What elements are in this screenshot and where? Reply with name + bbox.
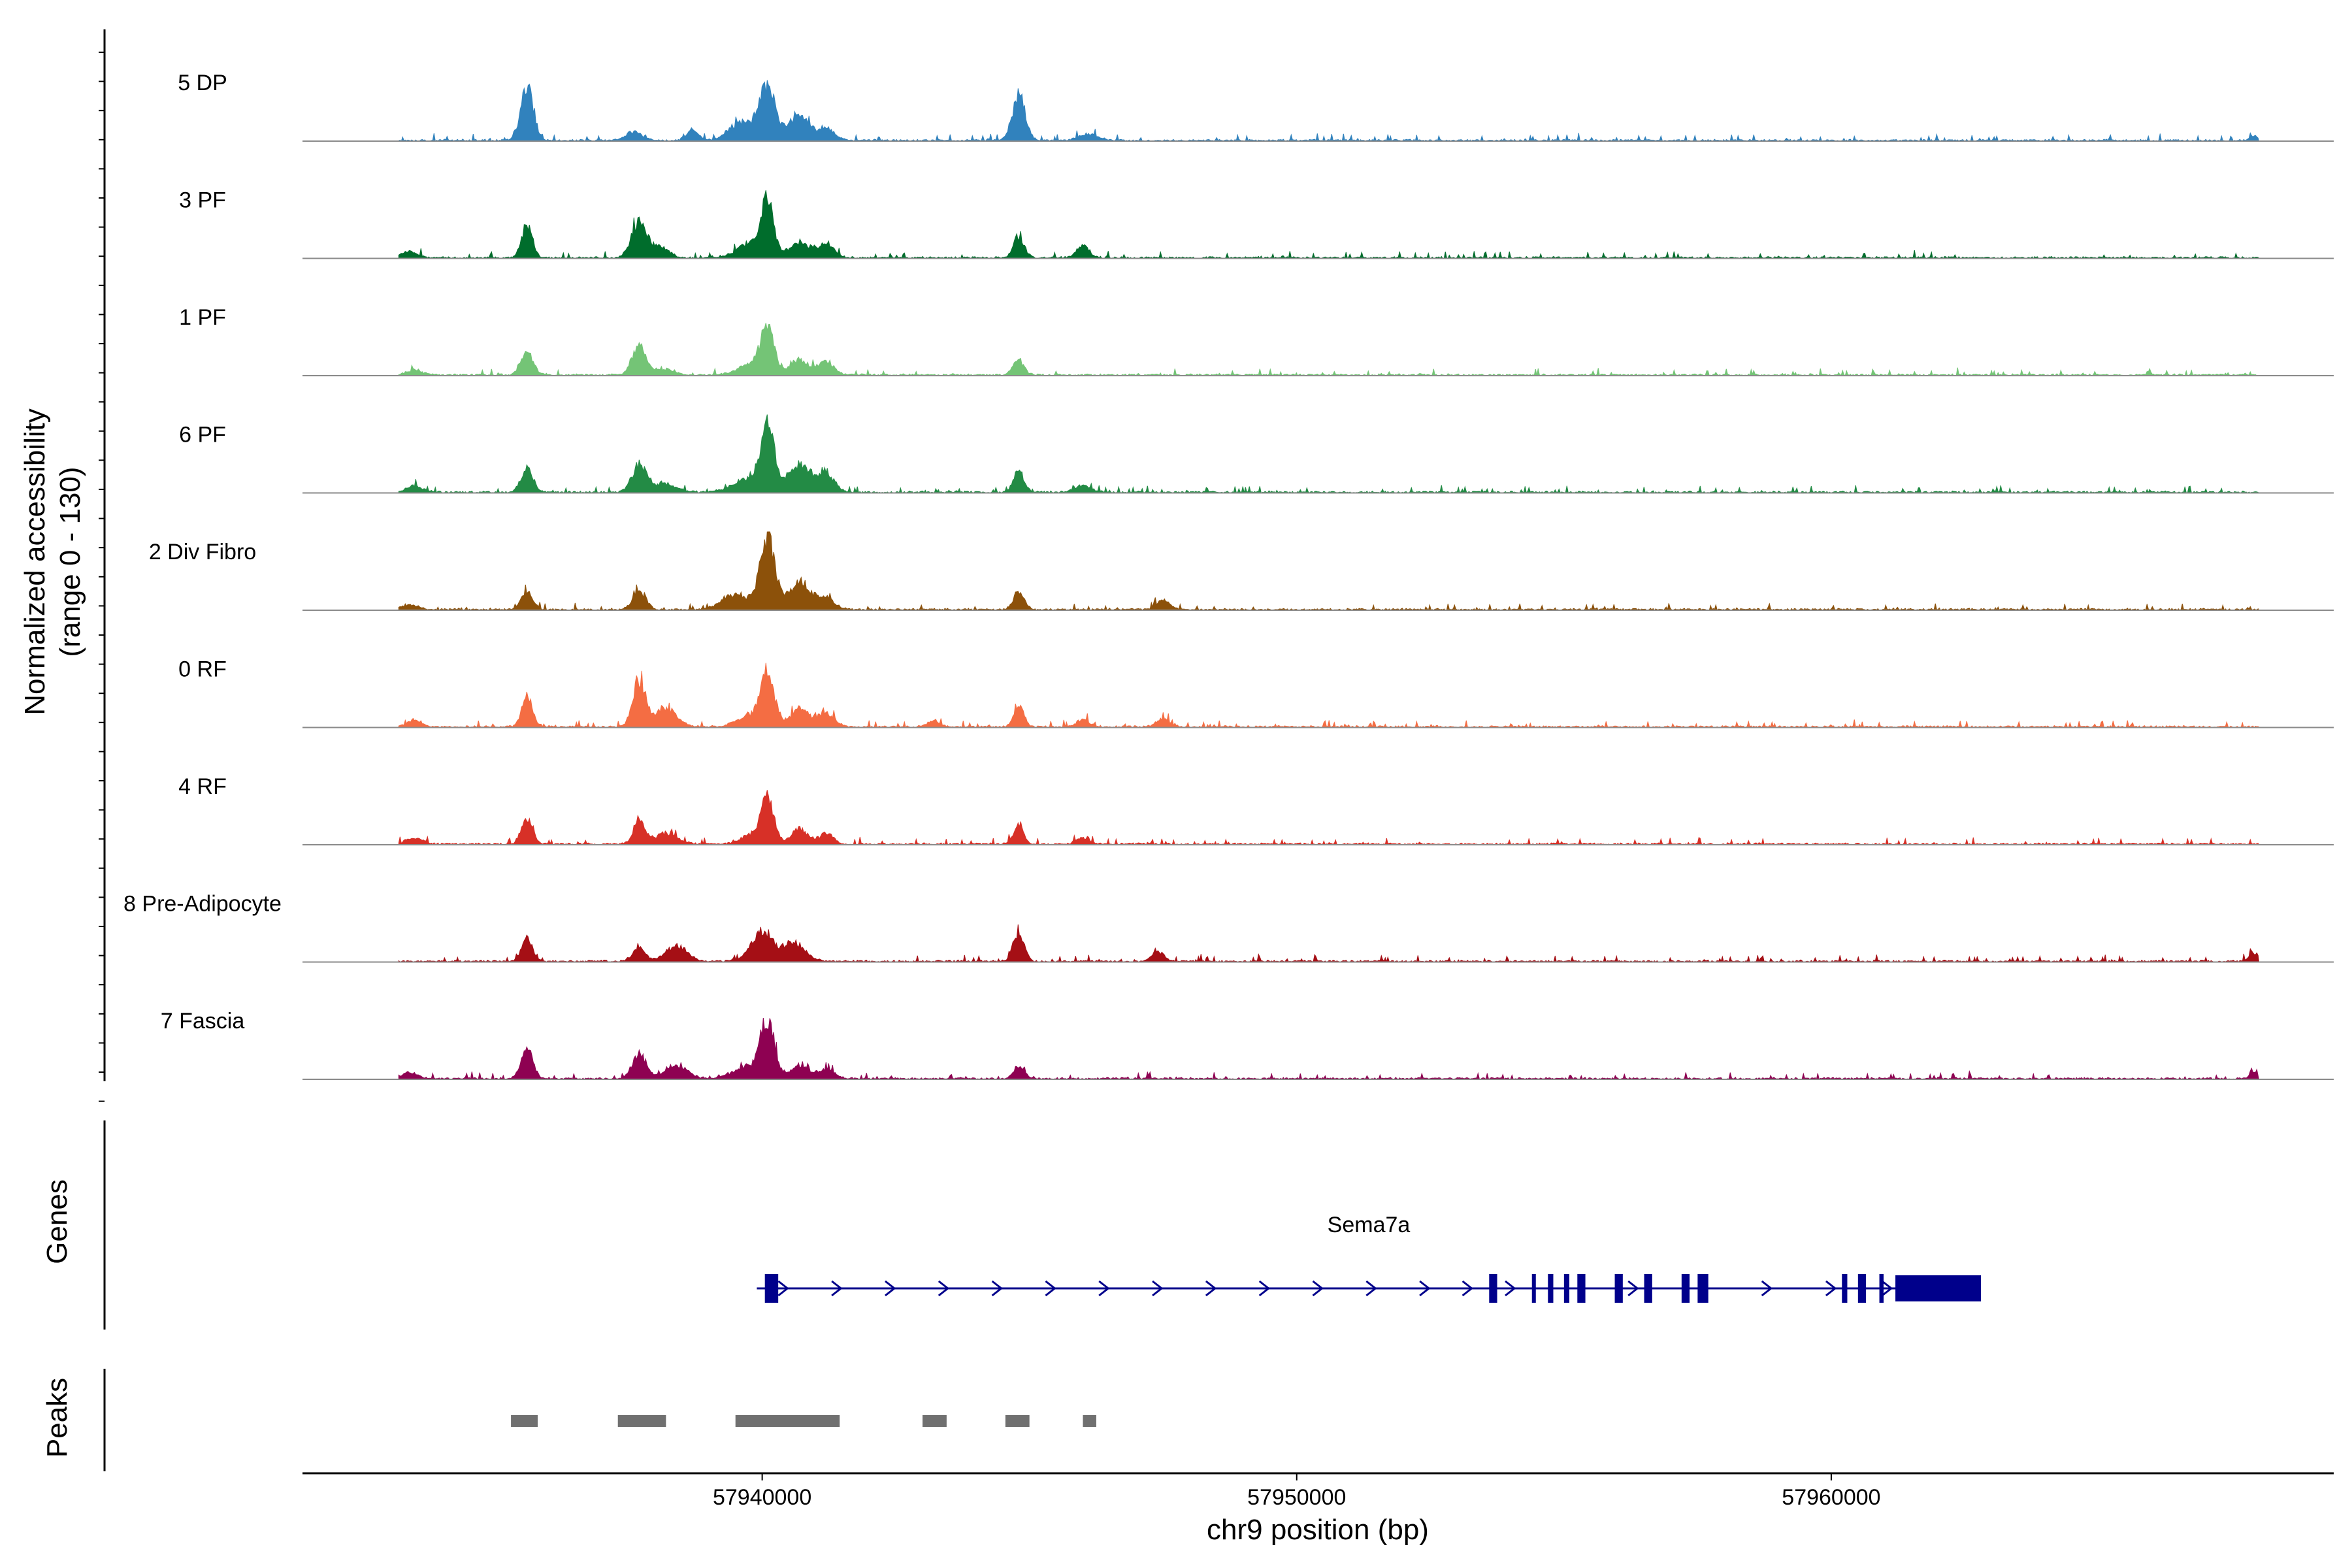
gene-track-label: Genes	[41, 1179, 73, 1264]
exon	[1531, 1274, 1536, 1303]
strand-arrow	[1627, 1280, 1639, 1297]
track-7-fascia: 7 Fascia	[161, 1009, 2334, 1081]
peak-region	[735, 1415, 840, 1427]
gene-model	[757, 1274, 1982, 1303]
coverage-area	[398, 414, 2260, 494]
track-3-pf: 3 PF	[179, 188, 2334, 259]
coverage-area	[398, 790, 2260, 846]
coverage-area	[398, 662, 2260, 729]
coverage-tracks: 5 DP 3 PF 1 PF 6 PF 2 Div Fibro 0 RF 4 RF 8 Pre…	[123, 71, 2334, 1081]
peak-region	[923, 1415, 947, 1427]
coverage-area	[398, 80, 2260, 142]
exon	[1644, 1274, 1652, 1303]
strand-arrow	[777, 1280, 789, 1297]
track-label: 3 PF	[179, 188, 226, 213]
exon	[1548, 1274, 1554, 1303]
exon	[1563, 1274, 1570, 1303]
exon	[1895, 1275, 1982, 1301]
track-4-rf: 4 RF	[178, 774, 2334, 846]
peaks-track-label: Peaks	[41, 1378, 73, 1458]
strand-arrow	[1152, 1280, 1164, 1297]
exon	[1489, 1274, 1497, 1303]
track-label: 7 Fascia	[161, 1009, 245, 1034]
peaks-track-label-group: Peaks	[41, 1378, 73, 1458]
strand-arrow	[831, 1280, 843, 1297]
strand-arrow	[1881, 1280, 1893, 1297]
exon	[1681, 1274, 1690, 1303]
exon	[1879, 1274, 1884, 1303]
coverage-area	[398, 531, 2260, 611]
strand-arrow	[1419, 1280, 1431, 1297]
track-label: 6 PF	[179, 423, 226, 448]
coverage-area	[398, 323, 2259, 376]
peak-regions	[511, 1415, 1096, 1427]
track-1-pf: 1 PF	[179, 305, 2334, 376]
strand-arrow	[1045, 1280, 1056, 1297]
y-axis-title: Normalized accessibility (range 0 - 130)	[19, 408, 86, 715]
strand-arrow	[1365, 1280, 1377, 1297]
coverage-y-ticks	[99, 52, 105, 1102]
coverage-area	[398, 190, 2260, 259]
strand-arrow	[885, 1280, 896, 1297]
peak-region	[511, 1415, 538, 1427]
exon	[1614, 1274, 1623, 1303]
strand-arrow	[1462, 1280, 1474, 1297]
peak-region	[617, 1415, 666, 1427]
strand-arrow	[1505, 1280, 1516, 1297]
exon	[1857, 1274, 1867, 1303]
strand-arrow	[1098, 1280, 1110, 1297]
peak-region	[1005, 1415, 1030, 1427]
track-8-pre-adipocyte: 8 Pre-Adipocyte	[123, 892, 2334, 963]
strand-arrow	[1205, 1280, 1217, 1297]
exon	[1577, 1274, 1586, 1303]
y-axis-range-label: (range 0 - 130)	[54, 466, 86, 657]
coverage-area	[398, 924, 2260, 963]
gene-name-label: Sema7a	[1328, 1213, 1411, 1237]
exon	[1697, 1274, 1708, 1303]
strand-arrow	[938, 1280, 950, 1297]
strand-arrow	[1312, 1280, 1324, 1297]
exon	[1842, 1274, 1848, 1303]
track-2-div-fibro: 2 Div Fibro	[149, 531, 2334, 611]
track-label: 1 PF	[179, 305, 226, 330]
coverage-area	[398, 1018, 2260, 1081]
track-label: 8 Pre-Adipocyte	[123, 892, 282, 917]
track-0-rf: 0 RF	[178, 657, 2334, 729]
track-5-dp: 5 DP	[178, 71, 2334, 142]
peak-region	[1083, 1415, 1096, 1427]
exon	[764, 1274, 779, 1303]
x-tick-label: 57940000	[713, 1485, 811, 1510]
strand-arrow	[1825, 1280, 1837, 1297]
track-label: 0 RF	[178, 657, 227, 682]
strand-arrow	[1258, 1280, 1271, 1297]
strand-arrow	[1761, 1280, 1773, 1297]
track-label: 5 DP	[178, 71, 227, 95]
track-label: 4 RF	[178, 774, 227, 799]
strand-arrow	[991, 1280, 1004, 1297]
track-label: 2 Div Fibro	[149, 540, 256, 564]
y-axis-label: Normalized accessibility	[19, 408, 51, 715]
x-tick-label: 57950000	[1247, 1485, 1346, 1510]
x-tick-label: 57960000	[1782, 1485, 1880, 1510]
track-6-pf: 6 PF	[179, 414, 2334, 494]
x-axis-ticks: 57940000 57950000 57960000	[713, 1473, 1881, 1510]
gene-track-label-group: Genes	[41, 1179, 73, 1264]
x-axis-label: chr9 position (bp)	[1207, 1514, 1429, 1546]
